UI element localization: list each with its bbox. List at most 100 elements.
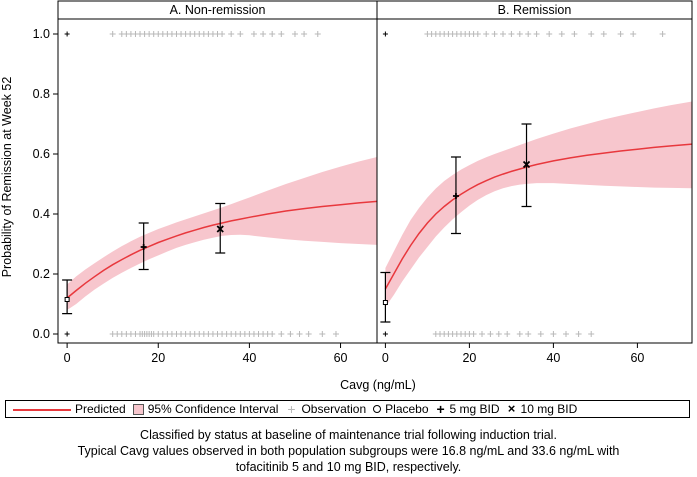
legend-item-ci: 95% Confidence Interval [132, 402, 279, 416]
x-axis-label: Cavg (ng/mL) [340, 378, 416, 392]
ci-band [67, 157, 377, 310]
observation-mark [575, 331, 582, 337]
y-tick-label: 0.6 [33, 147, 50, 161]
placebo-observation-mark [64, 31, 70, 37]
observation-mark [250, 31, 257, 37]
observation-mark [516, 31, 523, 37]
caption-line-2: Typical Cavg values observed in both pop… [77, 444, 620, 458]
panel-title: B. Remission [498, 3, 572, 17]
placebo-circle-icon [373, 405, 382, 413]
legend-label-5mg: 5 mg BID [449, 402, 500, 416]
observation-mark [525, 31, 532, 37]
observation-mark [491, 31, 498, 37]
y-tick-label: 0.2 [33, 267, 50, 281]
observation-mark [571, 31, 578, 37]
placebo-observation-mark [382, 331, 388, 337]
error-bar [380, 271, 391, 323]
observation-mark [537, 331, 544, 337]
y-tick-label: 1.0 [33, 27, 50, 41]
observation-mark [533, 31, 540, 37]
bid10-point [522, 160, 531, 169]
legend: Predicted 95% Confidence Interval + Obse… [5, 400, 690, 418]
observation-mark [550, 331, 557, 337]
observation-mark [617, 31, 624, 37]
placebo-point [64, 297, 70, 302]
legend-item-placebo: Placebo [373, 402, 429, 416]
observation-plus-icon: + [287, 401, 296, 417]
y-axis-label: Probability of Remission at Week 52 [0, 77, 14, 278]
observation-mark [278, 31, 285, 37]
caption-line-3: tofacitinib 5 and 10 mg BID, respectivel… [235, 460, 462, 474]
x-marker-icon: × [507, 401, 516, 416]
placebo-observation-mark [64, 331, 70, 337]
observation-mark [228, 31, 235, 37]
bid10-point [216, 225, 224, 233]
predicted-line-icon [13, 403, 71, 415]
observation-mark [588, 31, 595, 37]
figure-caption: Classified by status at baseline of main… [0, 427, 697, 475]
observation-mark [487, 331, 494, 337]
x-tick-label: 0 [382, 351, 389, 365]
plus-marker-icon: + [436, 401, 445, 417]
observation-mark [470, 331, 477, 337]
observation-mark [504, 331, 511, 337]
x-tick-label: 0 [64, 351, 71, 365]
bid5-point [140, 244, 147, 250]
observation-mark [278, 331, 285, 337]
ci-band [385, 101, 692, 307]
observation-mark [332, 331, 339, 337]
x-tick-label: 40 [546, 351, 560, 365]
observation-mark [508, 31, 515, 37]
observation-mark [483, 31, 490, 37]
panel-frame [376, 18, 693, 344]
placebo-point [382, 300, 388, 305]
x-tick-label: 20 [151, 351, 165, 365]
legend-label-placebo: Placebo [385, 402, 429, 416]
x-tick-label: 40 [242, 351, 256, 365]
observation-mark [219, 31, 226, 37]
error-bar [62, 279, 73, 315]
observation-mark [269, 31, 276, 37]
legend-item-predicted: Predicted [13, 402, 126, 416]
panel-title: A. Non-remission [170, 3, 266, 17]
observation-mark [479, 331, 485, 337]
panel-non-remission: A. Non-remission 0 20 40 60 0.0 0.2 0.4 0.6 0.8 1.… [33, 0, 378, 365]
observation-mark [563, 331, 569, 337]
ci-square-icon [132, 403, 144, 415]
observation-mark [516, 331, 523, 337]
observation-mark [237, 31, 244, 37]
observation-mark [600, 31, 607, 37]
observation-mark [291, 31, 298, 37]
predicted-line [384, 143, 693, 290]
legend-label-10mg: 10 mg BID [520, 402, 578, 416]
observation-mark [630, 31, 637, 37]
observation-mark [314, 31, 321, 37]
observation-mark [296, 331, 303, 337]
observation-mark [305, 331, 312, 337]
x-tick-label: 60 [334, 351, 348, 365]
observation-mark [109, 31, 116, 37]
observation-mark [546, 31, 553, 37]
observation-mark [287, 331, 294, 337]
y-tick-label: 0.8 [33, 87, 50, 101]
legend-item-5mg: + 5 mg BID [436, 401, 500, 417]
bid5-point [452, 193, 459, 199]
y-tick-label: 0.0 [33, 327, 50, 341]
legend-label-ci: 95% Confidence Interval [147, 402, 279, 416]
observation-mark [500, 31, 506, 37]
observation-mark [659, 31, 666, 37]
legend-label-predicted: Predicted [75, 402, 126, 416]
predicted-line [66, 200, 378, 299]
x-tick-label: 60 [630, 351, 644, 365]
legend-label-observation: Observation [301, 402, 367, 416]
legend-item-10mg: × 10 mg BID [507, 402, 578, 416]
placebo-observation-mark [382, 31, 388, 37]
observation-mark [588, 331, 595, 337]
legend-item-observation: + Observation [285, 402, 366, 416]
observation-mark [301, 31, 308, 37]
figure: A. Non-remission 0 20 40 60 0.0 0.2 0.4 0.6 0.8 1.… [0, 0, 693, 392]
observation-mark [474, 31, 481, 37]
panel-remission: B. Remission 0 20 40 60 [376, 0, 693, 365]
observation-mark [558, 31, 565, 37]
observation-mark [495, 331, 502, 337]
